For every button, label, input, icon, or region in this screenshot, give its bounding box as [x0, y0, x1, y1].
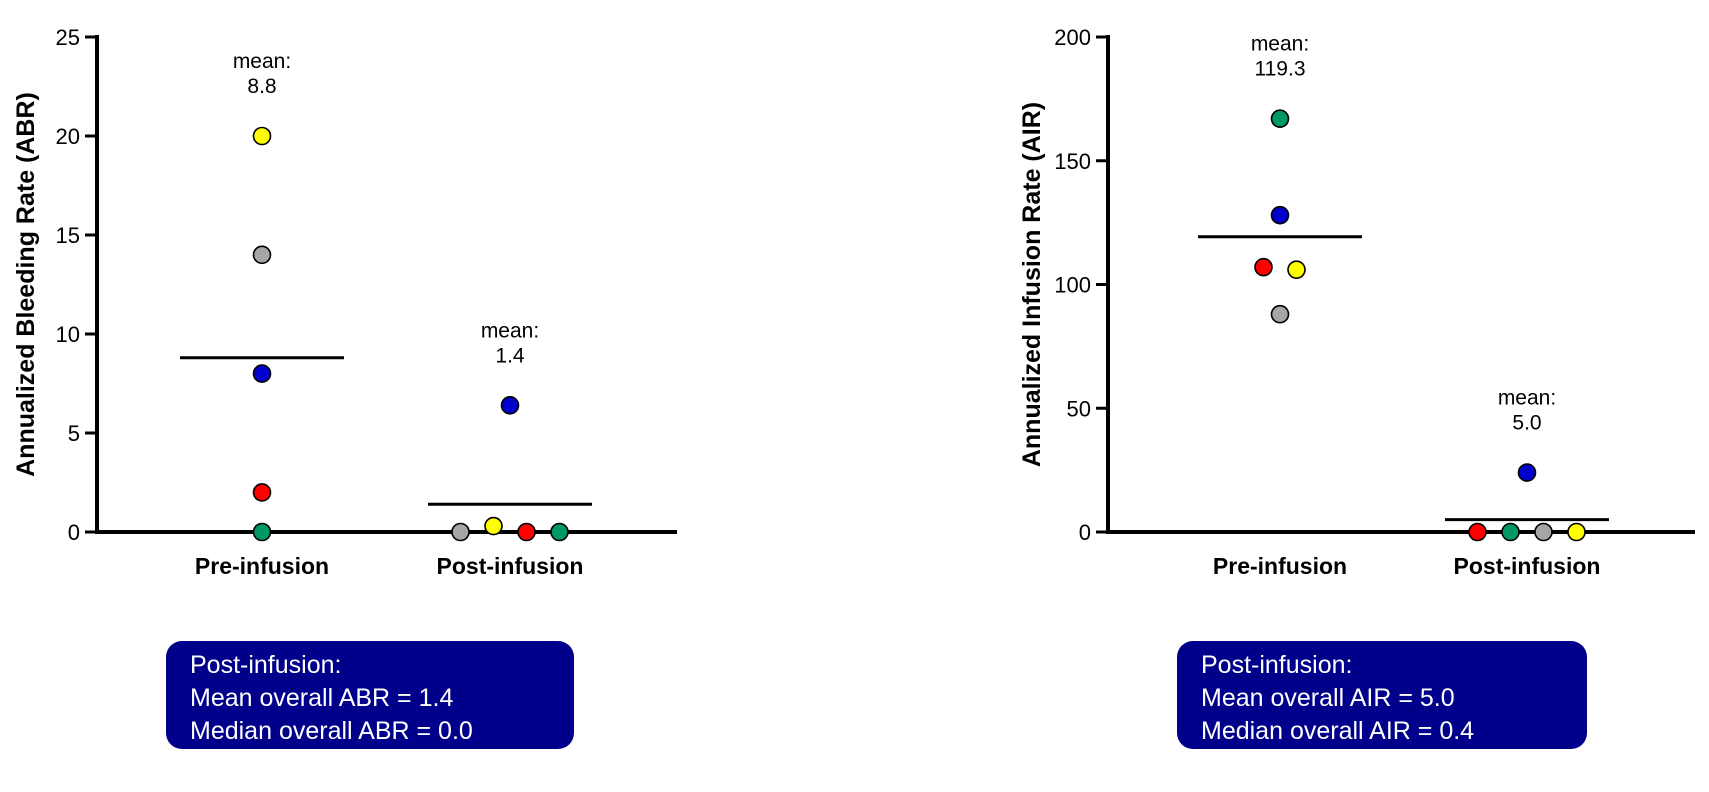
air-data-point: [1270, 304, 1290, 324]
abr-category-label: Pre-infusion: [195, 553, 329, 579]
abr-data-point: [550, 522, 569, 542]
abr-y-tick-label: 10: [56, 322, 80, 347]
air-mean-value: 119.3: [1255, 58, 1306, 81]
air-y-tick-label: 200: [1054, 25, 1091, 50]
air-mean-label: mean:: [1251, 33, 1309, 56]
abr-y-axis-title: Annualized Bleeding Rate (ABR): [12, 92, 40, 477]
air-summary-line-3: Median overall AIR = 0.4: [1201, 717, 1475, 745]
abr-mean-value: 1.4: [495, 344, 525, 367]
abr-data-point: [500, 395, 520, 415]
air-data-point: [1468, 522, 1487, 542]
abr-mean-label: mean:: [233, 50, 291, 73]
abr-mean-value: 8.8: [247, 75, 276, 98]
air-category-label: Post-infusion: [1454, 553, 1601, 579]
air-category-label: Pre-infusion: [1213, 553, 1347, 579]
abr-data-point: [252, 483, 272, 502]
air-data-point: [1254, 257, 1273, 277]
abr-category-label: Post-infusion: [437, 553, 584, 579]
abr-summary-line-2: Mean overall ABR = 1.4: [190, 684, 454, 712]
air-y-tick-label: 0: [1079, 520, 1091, 545]
abr-mean-label: mean:: [481, 319, 539, 342]
abr-y-tick-label: 15: [56, 223, 80, 248]
abr-summary-box: Post-infusion: Mean overall ABR = 1.4 Me…: [166, 641, 574, 749]
air-mean-label: mean:: [1498, 387, 1556, 410]
abr-y-tick-label: 20: [56, 124, 80, 149]
air-data-point: [1517, 463, 1537, 482]
air-y-axis-title: Annualized Infusion Rate (AIR): [1018, 102, 1046, 467]
air-data-point: [1270, 109, 1290, 128]
air-summary-line-2: Mean overall AIR = 5.0: [1201, 684, 1455, 712]
air-data-point: [1287, 260, 1306, 279]
air-y-tick-label: 100: [1054, 273, 1091, 298]
abr-data-point: [451, 522, 470, 542]
abr-y-tick-label: 25: [56, 25, 80, 50]
abr-y-tick-label: 5: [68, 421, 80, 446]
abr-data-point: [252, 364, 272, 383]
abr-summary-line-1: Post-infusion:: [190, 651, 342, 679]
abr-data-point: [517, 522, 536, 542]
air-summary-line-1: Post-infusion:: [1201, 651, 1353, 679]
air-mean-value: 5.0: [1512, 412, 1541, 435]
air-data-point: [1534, 522, 1553, 542]
air-y-tick-label: 150: [1054, 149, 1091, 174]
abr-summary-line-3: Median overall ABR = 0.0: [190, 717, 473, 745]
air-data-point: [1567, 522, 1586, 542]
air-summary-box: Post-infusion: Mean overall AIR = 5.0 Me…: [1177, 641, 1587, 749]
air-y-tick-label: 50: [1067, 396, 1091, 421]
abr-data-point: [484, 516, 503, 536]
abr-data-point: [252, 126, 272, 146]
abr-y-tick-label: 0: [68, 520, 80, 545]
air-data-point: [1501, 522, 1520, 542]
abr-data-point: [252, 522, 272, 542]
abr-data-point: [252, 245, 272, 265]
air-data-point: [1270, 205, 1290, 225]
